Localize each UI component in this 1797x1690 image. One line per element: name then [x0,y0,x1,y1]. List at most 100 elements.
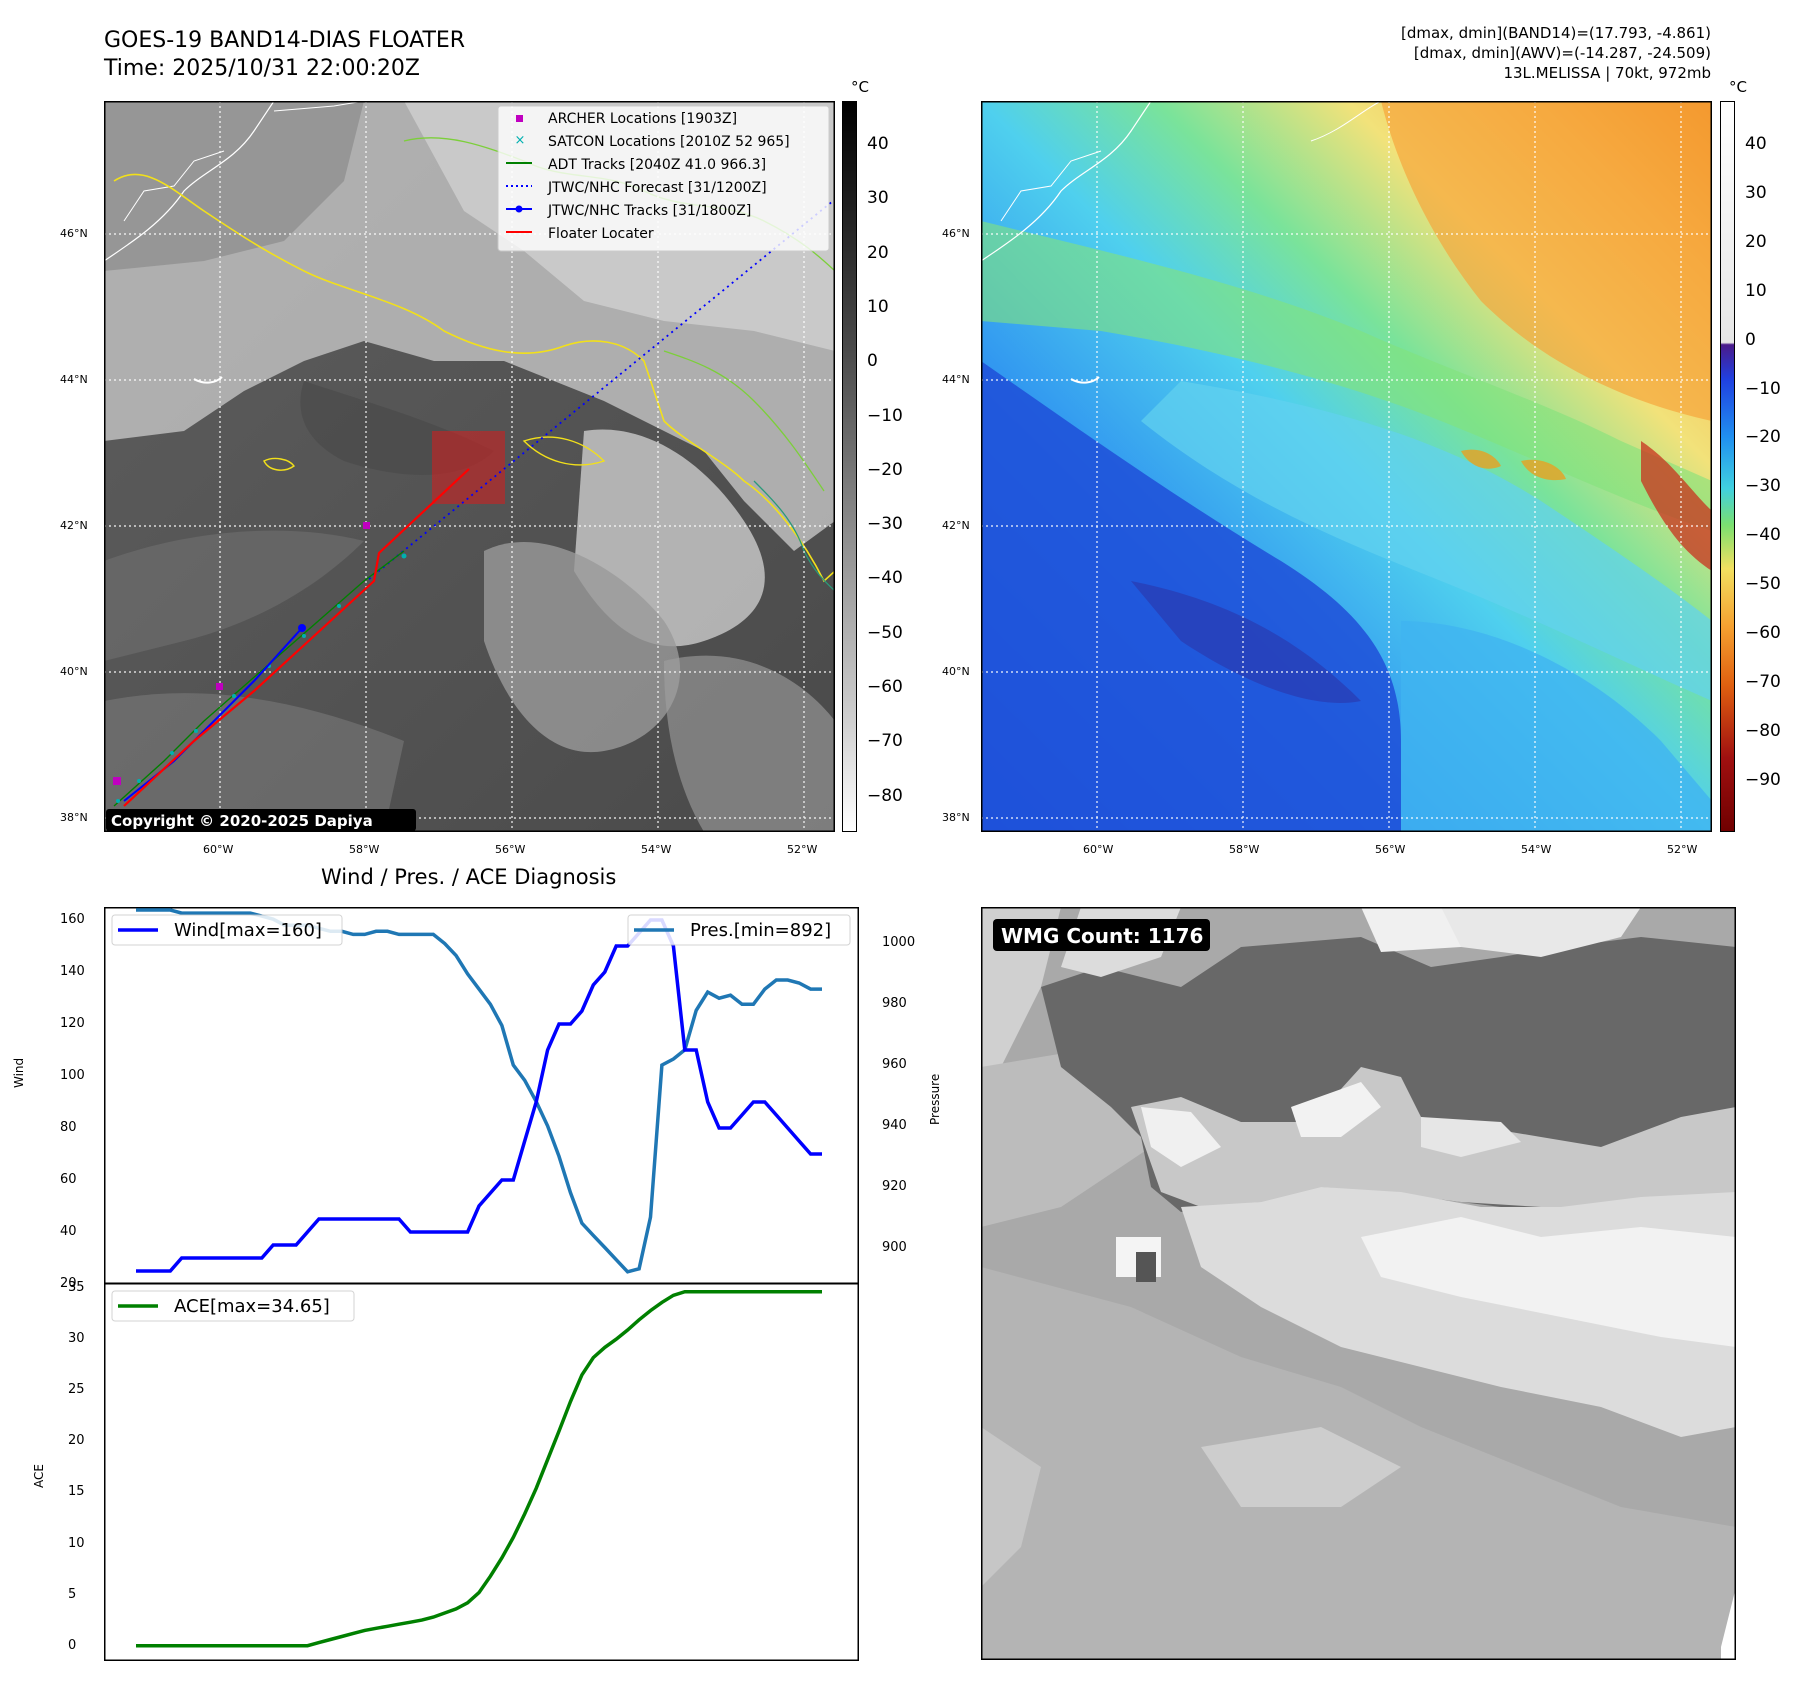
map2-lon-52: 52°W [1667,843,1698,856]
ace-tick: 5 [68,1586,77,1602]
ace-tick: 15 [68,1484,85,1500]
wind-legend-label: Wind[max=160] [174,920,322,941]
ace-legend: ACE[max=34.65] [111,1290,355,1322]
map1-lat-46: 46°N [60,227,88,240]
ace-tick: 30 [68,1331,85,1347]
colorbar1-tick: −30 [867,514,903,535]
map2-lat-38: 38°N [942,811,970,824]
pressure-series-line [136,908,822,1274]
pres-legend-label: Pres.[min=892] [690,920,831,941]
map2-lon-56: 56°W [1375,843,1406,856]
colorbar2-tick: −90 [1745,769,1781,790]
ace-tick: 10 [68,1535,85,1551]
map2-lon-54: 54°W [1521,843,1552,856]
ace-ylabel: ACE [32,1464,46,1488]
wind-pres-panel: Wind[max=160] Pres.[min=892] [103,906,860,1285]
wind-series-line [136,918,822,1273]
colorbar1-tick: −60 [867,677,903,697]
map2-lat-42: 42°N [942,519,970,532]
wind-tick: 120 [60,1016,85,1031]
ir-map-panel: × ARCHER Locations [1903Z] SATCON Locati… [103,100,840,833]
ir-map: × ARCHER Locations [1903Z] SATCON Locati… [103,100,840,833]
jtwc-track-point [298,624,306,632]
colorbar1-tick: −20 [867,459,903,480]
wmg-panel: WMG Count: 1176 [980,906,1737,1661]
legend-tracks-label: JTWC/NHC Tracks [31/1800Z] [547,203,751,219]
colorbar2-tick: 20 [1745,231,1767,252]
legend-archer-icon [516,115,523,122]
wind-tick: 160 [60,912,85,927]
wmg-count-label: WMG Count: 1176 [1001,924,1203,948]
copyright: Copyright © 2020-2025 Dapiya [111,812,373,830]
ace-panel: ACE[max=34.65] [103,1282,860,1662]
map2-lat-44: 44°N [942,373,970,386]
colorbar2 [1720,101,1735,832]
map1-lon-56: 56°W [495,843,526,856]
title-line1: GOES-19 BAND14-DIAS FLOATER [104,28,466,53]
ace-tick: 25 [68,1382,85,1398]
wind-pres-chart: Wind[max=160] Pres.[min=892] [103,906,860,1285]
map2-lon-60: 60°W [1083,843,1114,856]
legend-adt-label: ADT Tracks [2040Z 41.0 966.3] [548,157,766,173]
colorbar2-tick: −50 [1745,574,1781,595]
title-line2: Time: 2025/10/31 22:00:20Z [104,56,420,81]
legend-floater-label: Floater Locater [548,226,654,242]
colorbar2-tick: 30 [1745,182,1767,203]
stats-line1: [dmax, dmin](BAND14)=(17.793, -4.861) [1400,24,1711,42]
colorbar1-tick: 20 [867,242,889,263]
map1-lon-60: 60°W [203,843,234,856]
colorbar2-tick: 40 [1745,134,1767,154]
wind-tick: 40 [60,1224,77,1239]
colorbar1-tick: 0 [867,351,878,372]
map1-lon-52: 52°W [787,843,818,856]
wind-tick: 140 [60,964,85,979]
awv-map [980,100,1713,833]
forecast-track [368,195,840,580]
colorbar2-tick: 10 [1745,280,1767,301]
colorbar2-tick: −70 [1745,671,1781,692]
colorbar2-tick: −40 [1745,525,1781,546]
colorbar1-tick: 10 [867,296,889,317]
awv-map-panel [980,100,1713,833]
colorbar1-unit: °C [851,78,869,96]
ace-tick: 0 [68,1637,77,1653]
legend-satcon-icon: × [515,133,526,148]
colorbar2-tick: −80 [1745,720,1781,741]
ace-legend-label: ACE[max=34.65] [174,1296,330,1317]
colorbar2-tick: −20 [1745,427,1781,448]
colorbar2-unit: °C [1729,78,1747,96]
legend-forecast-label: JTWC/NHC Forecast [31/1200Z] [547,180,767,196]
stats-line3: 13L.MELISSA | 70kt, 972mb [1503,64,1711,82]
colorbar1-tick: −50 [867,622,903,643]
wind-tick: 100 [60,1068,85,1083]
legend-archer-label: ARCHER Locations [1903Z] [548,111,737,127]
copyright-box [106,809,416,831]
map2-lat-40: 40°N [942,665,970,678]
pres-tick: 980 [882,996,907,1012]
map2-lon-58: 58°W [1229,843,1260,856]
ace-chart: ACE[max=34.65] [103,1282,860,1662]
pres-tick: 900 [882,1239,907,1255]
ace-tick: 20 [68,1433,85,1449]
legend-satcon-label: SATCON Locations [2010Z 52 965] [548,134,790,150]
colorbar1-tick: −10 [867,405,903,426]
wind-tick: 20 [60,1276,77,1291]
pres-tick: 960 [882,1057,907,1073]
pres-legend: Pres.[min=892] [627,914,851,946]
wind-tick: 60 [60,1172,77,1187]
colorbar2-tick: 0 [1745,329,1756,350]
wmg-image: WMG Count: 1176 [980,906,1737,1661]
diag-title: Wind / Pres. / ACE Diagnosis [321,865,617,889]
map1-lat-42: 42°N [60,519,88,532]
wind-ylabel: Wind [12,1057,26,1088]
colorbar1-tick: −40 [867,568,903,589]
colorbar1-tick: 40 [867,134,889,154]
floater-track [123,468,470,807]
map1-lat-38: 38°N [60,811,88,824]
pres-tick: 940 [882,1117,907,1133]
wind-legend: Wind[max=160] [111,914,343,946]
ace-series-line [136,1289,822,1648]
map1-lat-44: 44°N [60,373,88,386]
archer-markers [113,522,370,785]
stats-line2: [dmax, dmin](AWV)=(-14.287, -24.509) [1413,44,1711,62]
